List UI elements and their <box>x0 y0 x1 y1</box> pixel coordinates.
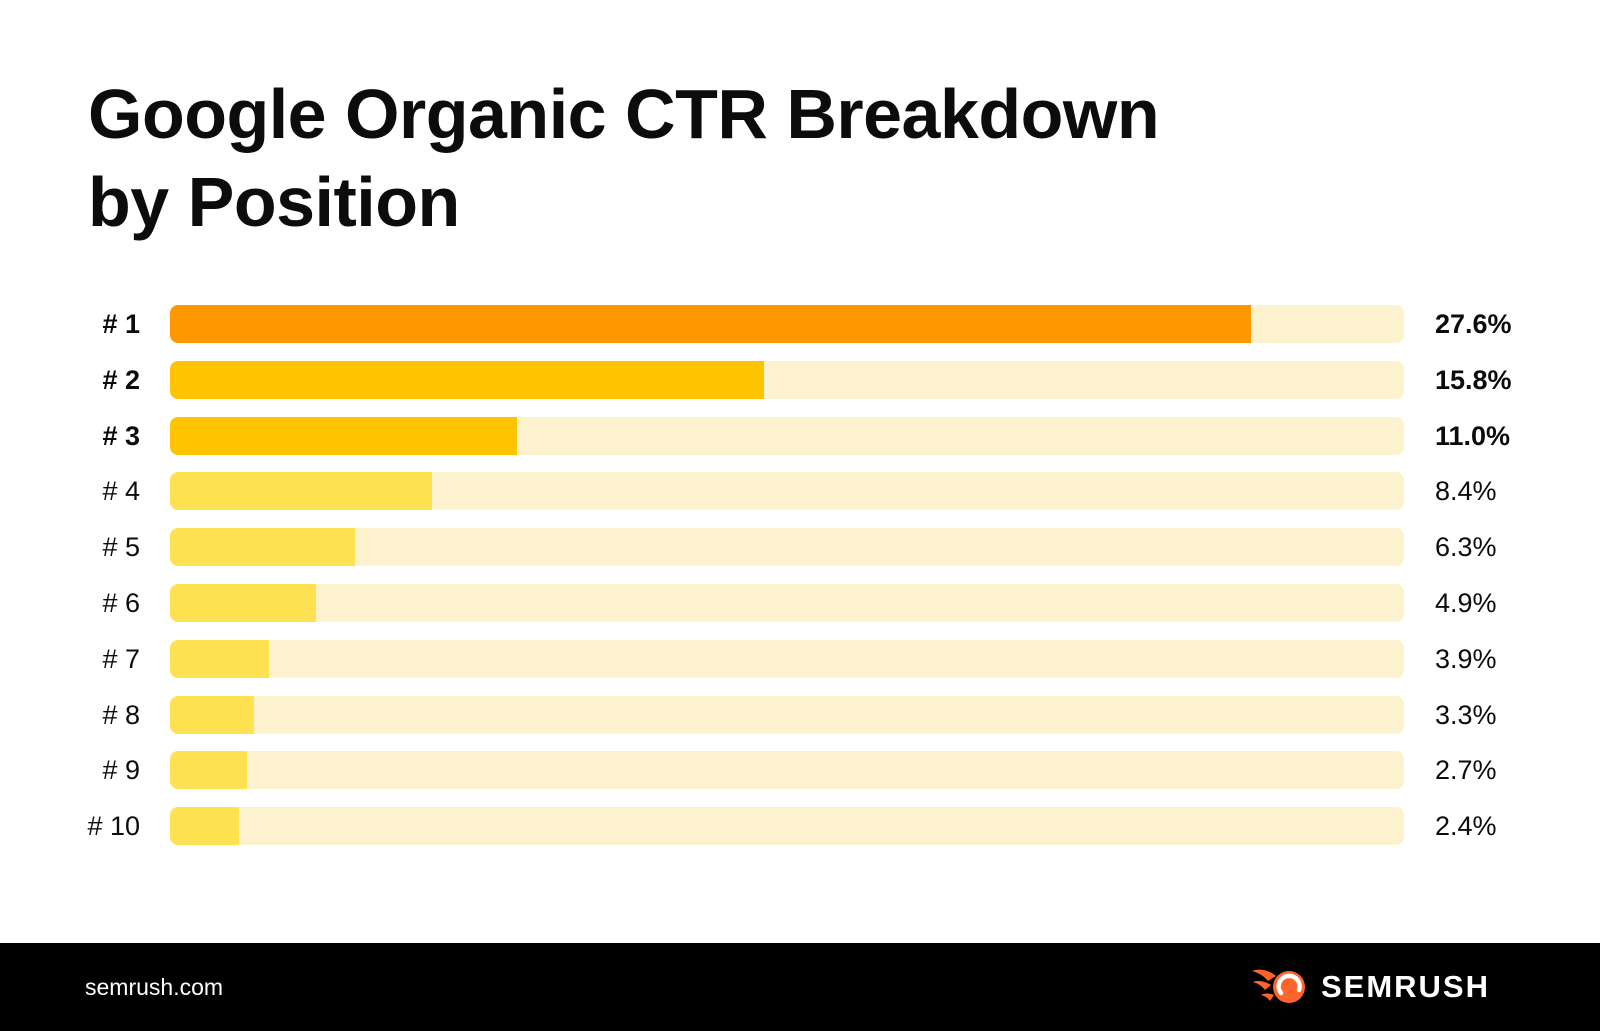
title-line-1: Google Organic CTR Breakdown <box>88 75 1160 153</box>
footer-site-url: semrush.com <box>85 973 224 1000</box>
semrush-logo: SEMRUSH <box>1251 967 1490 1007</box>
bar-row: # 2 15.8% <box>0 360 1600 400</box>
semrush-logo-text: SEMRUSH <box>1320 969 1490 1004</box>
bar-row: # 7 3.9% <box>0 639 1600 679</box>
position-label: # 8 <box>102 699 140 730</box>
position-label: # 5 <box>102 532 140 563</box>
bar-fill <box>170 584 316 622</box>
position-label: # 7 <box>102 643 140 674</box>
value-label: 8.4% <box>1435 476 1497 507</box>
position-label: # 10 <box>87 811 140 842</box>
value-label: 15.8% <box>1435 364 1512 395</box>
bar-track <box>170 584 1404 622</box>
bar-track <box>170 528 1404 567</box>
bar-fill <box>170 807 240 846</box>
bar-row: # 8 3.3% <box>0 695 1600 735</box>
bar-track <box>170 639 1404 678</box>
position-label: # 6 <box>102 588 140 618</box>
bar-fill <box>170 472 432 511</box>
bar-row: # 9 2.7% <box>0 750 1600 790</box>
value-label: 2.7% <box>1435 755 1497 786</box>
bar-row: # 6 4.9% <box>0 583 1600 623</box>
bar-fill <box>170 528 356 567</box>
bar-track <box>170 360 1404 399</box>
bar-fill <box>170 416 517 455</box>
bar-row: # 10 2.4% <box>0 806 1600 846</box>
value-label: 4.9% <box>1435 588 1497 618</box>
bar-track <box>170 807 1404 846</box>
position-label: # 9 <box>102 755 140 786</box>
value-label: 6.3% <box>1435 532 1497 563</box>
bar-row: # 3 11.0% <box>0 416 1600 456</box>
bar-fill <box>170 751 247 790</box>
value-label: 11.0% <box>1435 420 1511 451</box>
bar-fill <box>170 360 764 399</box>
bar-track <box>170 472 1404 511</box>
bar-row: # 1 27.6% <box>0 304 1600 344</box>
bar-row: # 4 8.4% <box>0 471 1600 511</box>
value-label: 27.6% <box>1435 309 1512 339</box>
bar-fill <box>170 305 1251 343</box>
value-label: 3.3% <box>1435 699 1497 730</box>
bar-row: # 5 6.3% <box>0 527 1600 567</box>
value-label: 2.4% <box>1435 811 1497 842</box>
footer-bar: semrush.com SEMRUSH <box>0 943 1600 1031</box>
bar-fill <box>170 639 269 678</box>
position-label: # 1 <box>102 309 140 339</box>
bar-track <box>170 416 1404 455</box>
chart-title: Google Organic CTR Breakdown by Position <box>88 70 1160 246</box>
bar-track <box>170 305 1404 343</box>
value-label: 3.9% <box>1435 643 1497 674</box>
position-label: # 2 <box>102 364 140 395</box>
title-line-2: by Position <box>88 163 460 241</box>
position-label: # 3 <box>102 420 140 451</box>
semrush-flame-icon <box>1251 969 1305 1003</box>
bar-fill <box>170 695 254 734</box>
position-label: # 4 <box>102 476 140 507</box>
bar-track <box>170 751 1404 790</box>
bar-track <box>170 695 1404 734</box>
